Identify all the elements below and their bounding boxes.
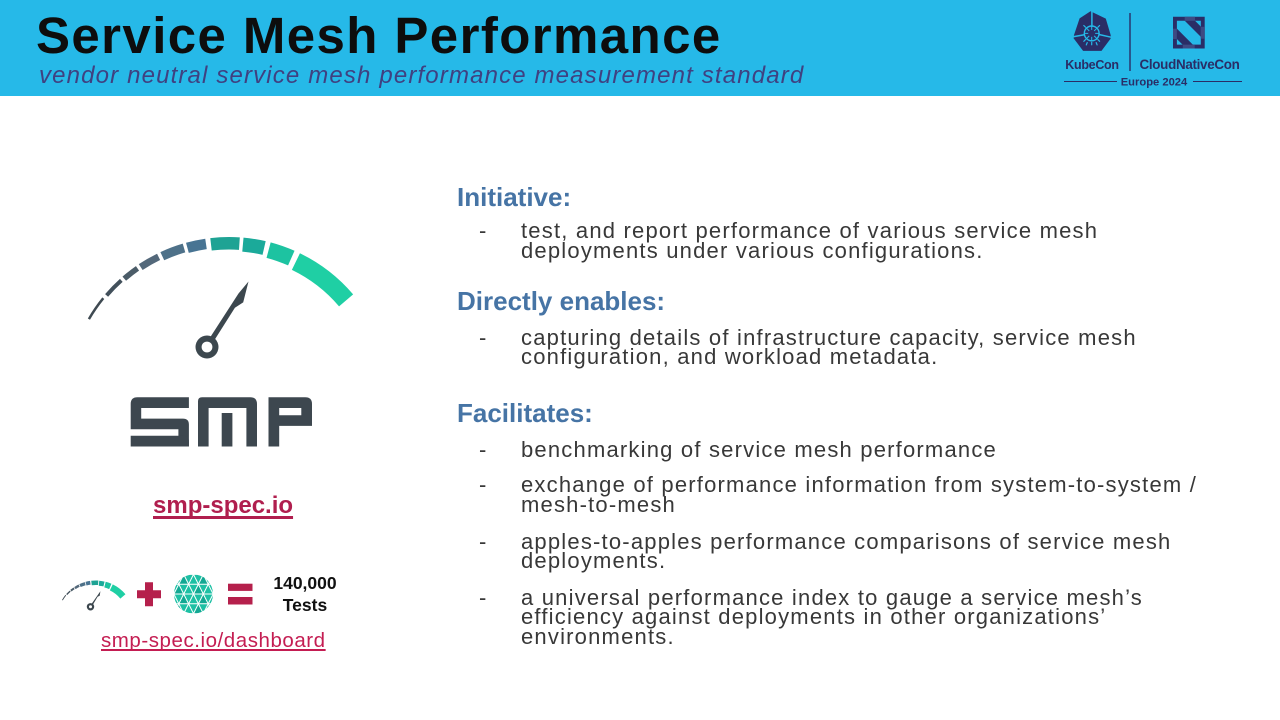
svg-text:CloudNativeCon: CloudNativeCon	[1140, 57, 1240, 72]
svg-text:Europe 2024: Europe 2024	[1121, 77, 1188, 89]
svg-text:KubeCon: KubeCon	[1065, 58, 1118, 72]
